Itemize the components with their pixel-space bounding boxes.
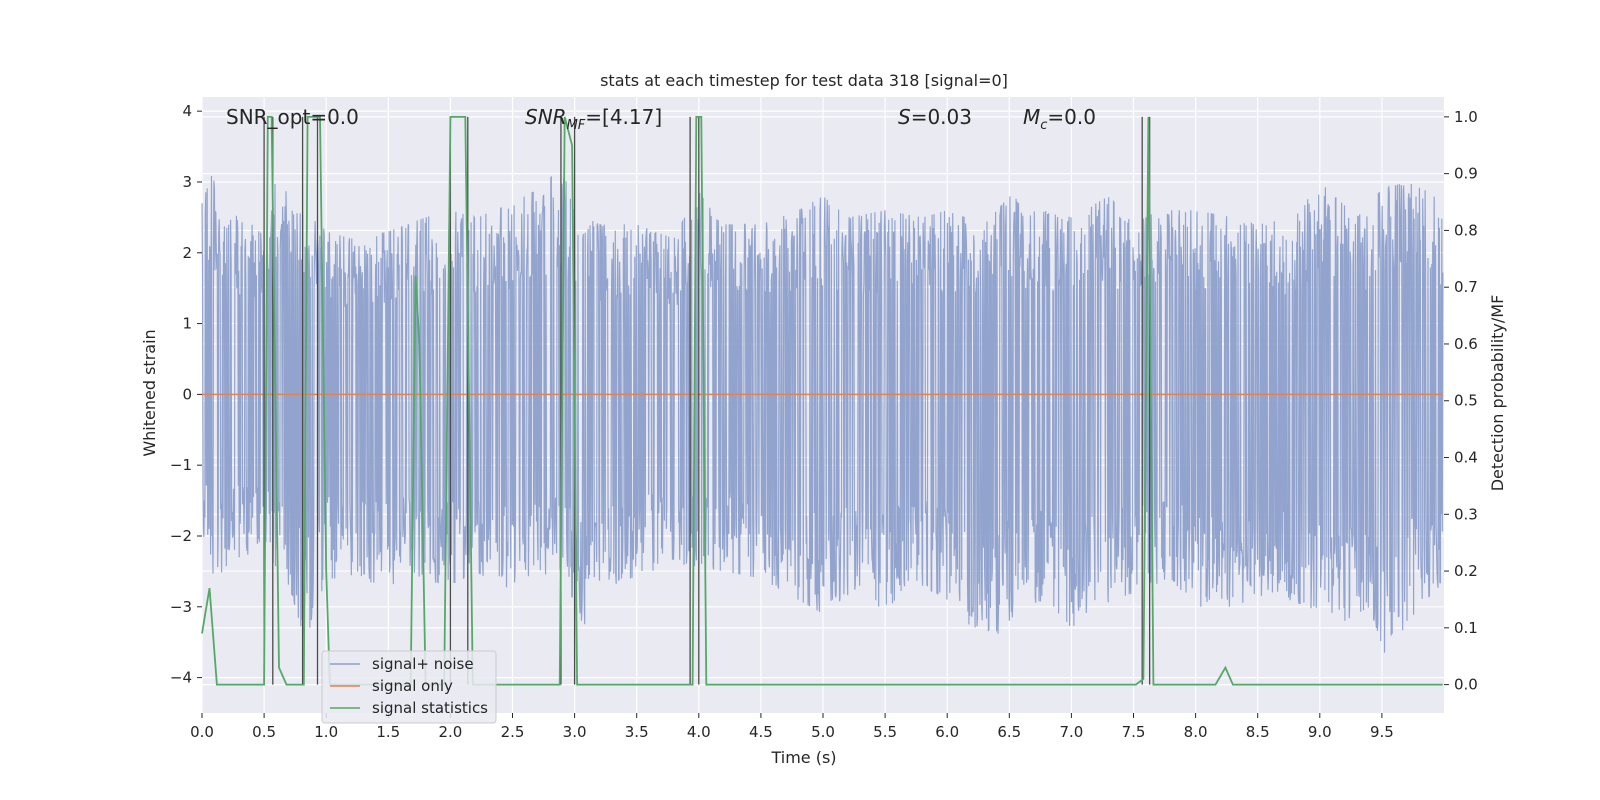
x-tick-label: 8.0 <box>1184 723 1208 741</box>
x-tick-label: 7.5 <box>1122 723 1146 741</box>
annotation-snr-mf: SNRMF=[4.17] <box>525 105 662 133</box>
x-tick-label: 1.5 <box>376 723 400 741</box>
x-tick-label: 4.5 <box>749 723 773 741</box>
annotation-snr-mf-value: =[4.17] <box>585 105 662 129</box>
annotation-s: S=0.03 <box>898 105 972 129</box>
y2-tick-label: 0.0 <box>1454 676 1478 694</box>
y2-axis-label: Detection probability/MF <box>1488 295 1507 492</box>
annotation-mc: Mc=0.0 <box>1023 105 1096 133</box>
legend-label-signal-noise: signal+ noise <box>372 655 474 673</box>
annotation-mc-value: =0.0 <box>1047 105 1096 129</box>
y2-tick-label: 0.3 <box>1454 505 1478 523</box>
signal-noise-series <box>201 175 1444 653</box>
x-tick-label: 9.0 <box>1308 723 1332 741</box>
y-ticks: 4 3 2 1 0 −1 −2 −3 −4 <box>170 102 202 687</box>
y2-tick-label: 0.7 <box>1454 278 1478 296</box>
x-tick-label: 6.5 <box>997 723 1021 741</box>
x-tick-label: 5.5 <box>873 723 897 741</box>
y2-ticks: 1.0 0.9 0.8 0.7 0.6 0.5 0.4 0.3 0.2 0.1 0.0 <box>1444 108 1478 694</box>
legend-box <box>321 650 497 724</box>
x-tick-label: 2.5 <box>501 723 525 741</box>
y2-tick-label: 0.1 <box>1454 619 1478 637</box>
annotation-snr-mf-label: SNR <box>525 105 567 129</box>
x-tick-label: 0.0 <box>190 723 214 741</box>
x-tick-label: 3.5 <box>625 723 649 741</box>
legend: signal+ noise signal only signal statist… <box>321 650 497 724</box>
signal-statistics-series <box>201 116 1443 686</box>
x-tick-label: 3.0 <box>563 723 587 741</box>
annotation-snr-opt: SNR_opt=0.0 <box>226 105 359 129</box>
annotation-snr-mf-sub: MF <box>567 118 586 133</box>
y-tick-label: 2 <box>182 244 192 262</box>
x-tick-label: 5.0 <box>811 723 835 741</box>
y2-tick-label: 0.5 <box>1454 392 1478 410</box>
x-tick-label: 8.5 <box>1246 723 1270 741</box>
x-axis-label: Time (s) <box>770 748 836 767</box>
y-tick-label: −1 <box>170 456 192 474</box>
annotation-mc-sub: c <box>1040 118 1047 133</box>
legend-label-signal-only: signal only <box>372 677 453 695</box>
x-tick-label: 9.5 <box>1370 723 1394 741</box>
x-tick-label: 6.0 <box>935 723 959 741</box>
x-tick-label: 2.0 <box>438 723 462 741</box>
signal-noise-line <box>201 175 1444 653</box>
y2-tick-label: 0.4 <box>1454 449 1478 467</box>
y-tick-label: −4 <box>170 669 192 687</box>
x-tick-label: 0.5 <box>252 723 276 741</box>
chart-title: stats at each timestep for test data 318… <box>600 71 1008 90</box>
annotation-mc-label: M <box>1023 105 1040 129</box>
y2-tick-label: 0.2 <box>1454 562 1478 580</box>
y-tick-label: 0 <box>182 385 192 403</box>
y2-tick-label: 0.8 <box>1454 221 1478 239</box>
y-tick-label: 1 <box>182 315 192 333</box>
legend-label-signal-statistics: signal statistics <box>372 699 488 717</box>
x-tick-label: 7.0 <box>1059 723 1083 741</box>
y-tick-label: 4 <box>182 102 192 120</box>
x-tick-label: 4.0 <box>687 723 711 741</box>
y-tick-label: −3 <box>170 598 192 616</box>
y-tick-label: −2 <box>170 527 192 545</box>
y2-tick-label: 1.0 <box>1454 108 1478 126</box>
y-tick-label: 3 <box>182 173 192 191</box>
annotation-s-value: =0.03 <box>911 105 972 129</box>
x-tick-label: 1.0 <box>314 723 338 741</box>
y-axis-label: Whitened strain <box>140 329 159 456</box>
annotation-s-label: S <box>898 105 911 129</box>
x-ticks: 0.0 0.5 1.0 1.5 2.0 2.5 3.0 3.5 4.0 4.5 5.0 5.5 6.0 6… <box>190 713 1394 741</box>
signal-statistics-line <box>201 116 1443 686</box>
y2-tick-label: 0.9 <box>1454 165 1478 183</box>
y2-tick-label: 0.6 <box>1454 335 1478 353</box>
